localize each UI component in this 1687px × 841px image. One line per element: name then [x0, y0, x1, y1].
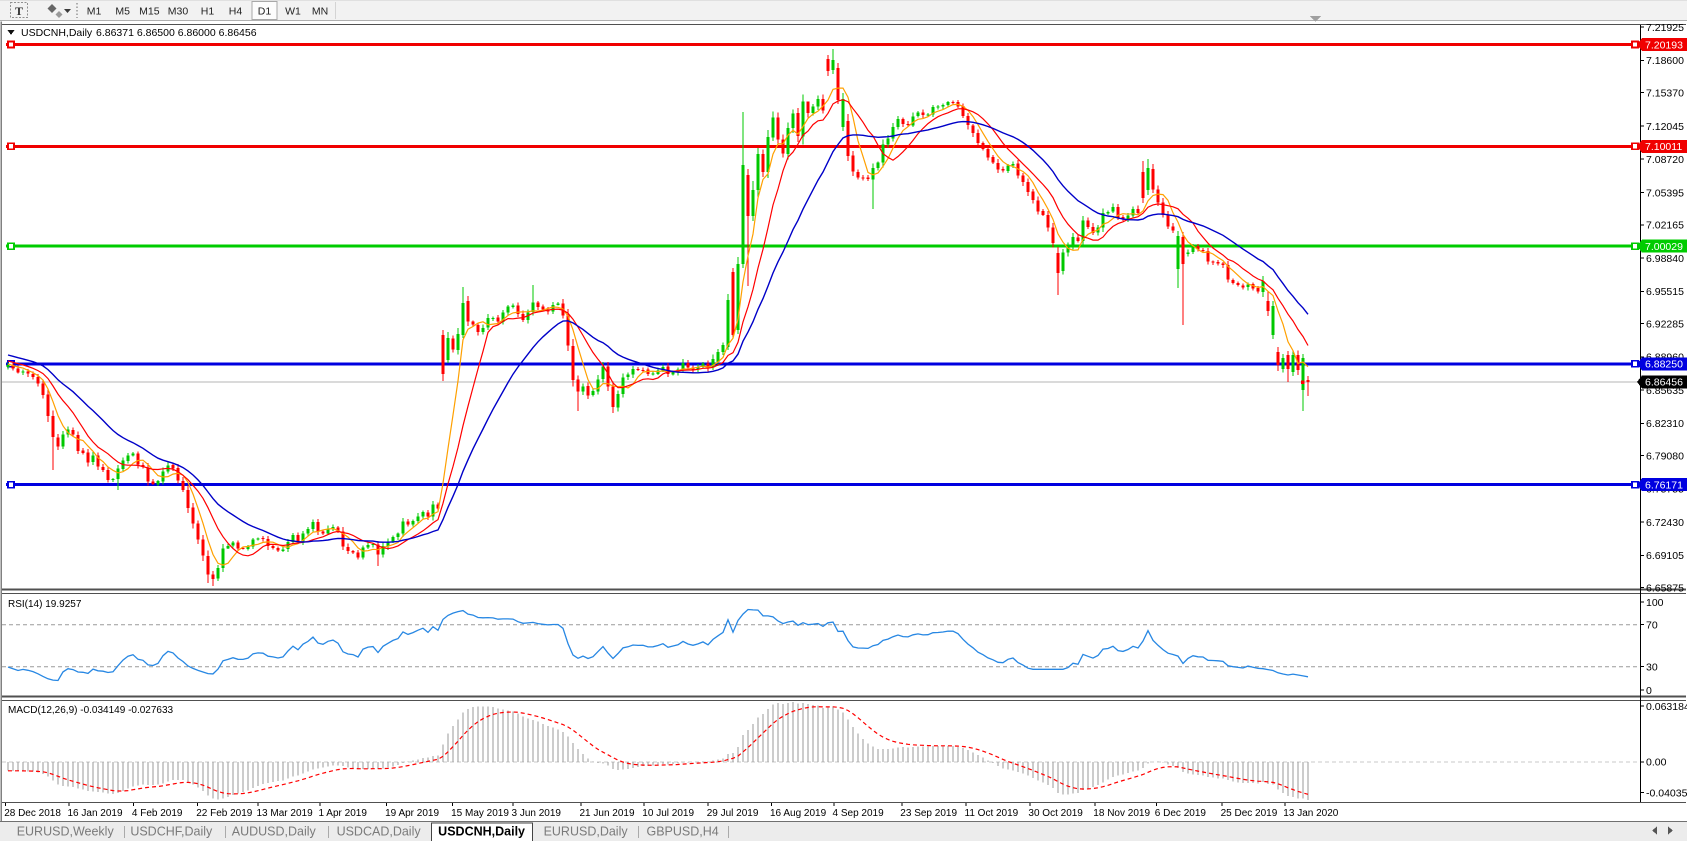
svg-text:25 Dec 2019: 25 Dec 2019 [1221, 808, 1278, 819]
svg-text:0.063184: 0.063184 [1646, 701, 1687, 713]
svg-text:7.18600: 7.18600 [1646, 55, 1684, 67]
svg-text:16 Aug 2019: 16 Aug 2019 [770, 808, 827, 819]
svg-text:1 Apr 2019: 1 Apr 2019 [319, 808, 368, 819]
svg-text:7.08720: 7.08720 [1646, 154, 1684, 166]
svg-text:MACD(12,26,9) -0.034149 -0.027: MACD(12,26,9) -0.034149 -0.027633 [8, 705, 174, 716]
svg-text:6.79080: 6.79080 [1646, 450, 1684, 462]
svg-text:M30: M30 [168, 6, 189, 18]
svg-text:6.88250: 6.88250 [1645, 359, 1683, 371]
svg-text:M15: M15 [139, 6, 160, 18]
svg-text:4 Feb 2019: 4 Feb 2019 [132, 808, 183, 819]
svg-text:70: 70 [1646, 620, 1658, 632]
svg-text:7.15370: 7.15370 [1646, 88, 1684, 100]
svg-text:19 Apr 2019: 19 Apr 2019 [385, 808, 439, 819]
svg-text:7.21925: 7.21925 [1646, 22, 1684, 34]
svg-text:4 Sep 2019: 4 Sep 2019 [833, 808, 885, 819]
svg-text:100: 100 [1646, 597, 1664, 609]
svg-text:6 Dec 2019: 6 Dec 2019 [1155, 808, 1207, 819]
svg-text:EURUSD,Weekly: EURUSD,Weekly [17, 825, 115, 839]
svg-text:30 Oct 2019: 30 Oct 2019 [1028, 808, 1083, 819]
svg-text:M5: M5 [115, 6, 130, 18]
svg-text:D1: D1 [258, 6, 272, 18]
svg-text:13 Mar 2019: 13 Mar 2019 [257, 808, 314, 819]
svg-text:EURUSD,Daily: EURUSD,Daily [544, 825, 629, 839]
svg-text:MN: MN [312, 6, 328, 18]
svg-text:7.02165: 7.02165 [1646, 220, 1684, 232]
svg-text:USDCHF,Daily: USDCHF,Daily [130, 825, 213, 839]
svg-text:USDCNH,Daily: USDCNH,Daily [438, 825, 525, 839]
svg-text:H1: H1 [201, 6, 215, 18]
svg-text:11 Oct 2019: 11 Oct 2019 [965, 808, 1019, 819]
svg-text:6.72430: 6.72430 [1646, 517, 1684, 529]
svg-text:T: T [15, 4, 23, 18]
svg-text:15 May 2019: 15 May 2019 [451, 808, 509, 819]
svg-text:7.10011: 7.10011 [1645, 141, 1682, 153]
svg-text:6.69105: 6.69105 [1646, 550, 1684, 562]
svg-text:23 Sep 2019: 23 Sep 2019 [900, 808, 957, 819]
svg-text:GBPUSD,H4: GBPUSD,H4 [646, 825, 718, 839]
svg-text:6.86456: 6.86456 [1645, 377, 1683, 389]
svg-text:6.98840: 6.98840 [1646, 253, 1684, 265]
svg-text:13 Jan 2020: 13 Jan 2020 [1283, 808, 1338, 819]
svg-text:RSI(14) 19.9257: RSI(14) 19.9257 [8, 599, 82, 610]
svg-text:0: 0 [1646, 685, 1652, 697]
svg-text:M1: M1 [87, 6, 102, 18]
svg-text:22 Feb 2019: 22 Feb 2019 [196, 808, 253, 819]
svg-text:USDCNH,Daily: USDCNH,Daily [21, 27, 93, 39]
svg-text:6.82310: 6.82310 [1646, 418, 1684, 430]
svg-text:30: 30 [1646, 662, 1658, 674]
svg-text:21 Jun 2019: 21 Jun 2019 [580, 808, 635, 819]
svg-text:0.00: 0.00 [1646, 757, 1667, 769]
svg-text:7.20193: 7.20193 [1645, 39, 1683, 51]
svg-text:16 Jan 2019: 16 Jan 2019 [68, 808, 123, 819]
svg-text:7.12045: 7.12045 [1646, 121, 1684, 133]
svg-text:7.00029: 7.00029 [1645, 241, 1683, 253]
svg-text:USDCAD,Daily: USDCAD,Daily [337, 825, 422, 839]
svg-text:-0.040355: -0.040355 [1646, 787, 1687, 799]
svg-text:6.95515: 6.95515 [1646, 286, 1684, 298]
svg-text:W1: W1 [285, 6, 301, 18]
svg-text:AUDUSD,Daily: AUDUSD,Daily [232, 825, 317, 839]
svg-text:H4: H4 [229, 6, 243, 18]
svg-text:6.86371 6.86500 6.86000 6.8645: 6.86371 6.86500 6.86000 6.86456 [96, 27, 257, 39]
svg-text:7.05395: 7.05395 [1646, 187, 1684, 199]
svg-text:10 Jul 2019: 10 Jul 2019 [642, 808, 694, 819]
svg-text:28 Dec 2018: 28 Dec 2018 [4, 808, 61, 819]
svg-text:6.76171: 6.76171 [1645, 480, 1683, 492]
svg-text:29 Jul 2019: 29 Jul 2019 [707, 808, 759, 819]
svg-text:3 Jun 2019: 3 Jun 2019 [512, 808, 562, 819]
svg-text:6.65875: 6.65875 [1646, 583, 1684, 595]
svg-text:6.92285: 6.92285 [1646, 318, 1684, 330]
svg-text:18 Nov 2019: 18 Nov 2019 [1093, 808, 1150, 819]
